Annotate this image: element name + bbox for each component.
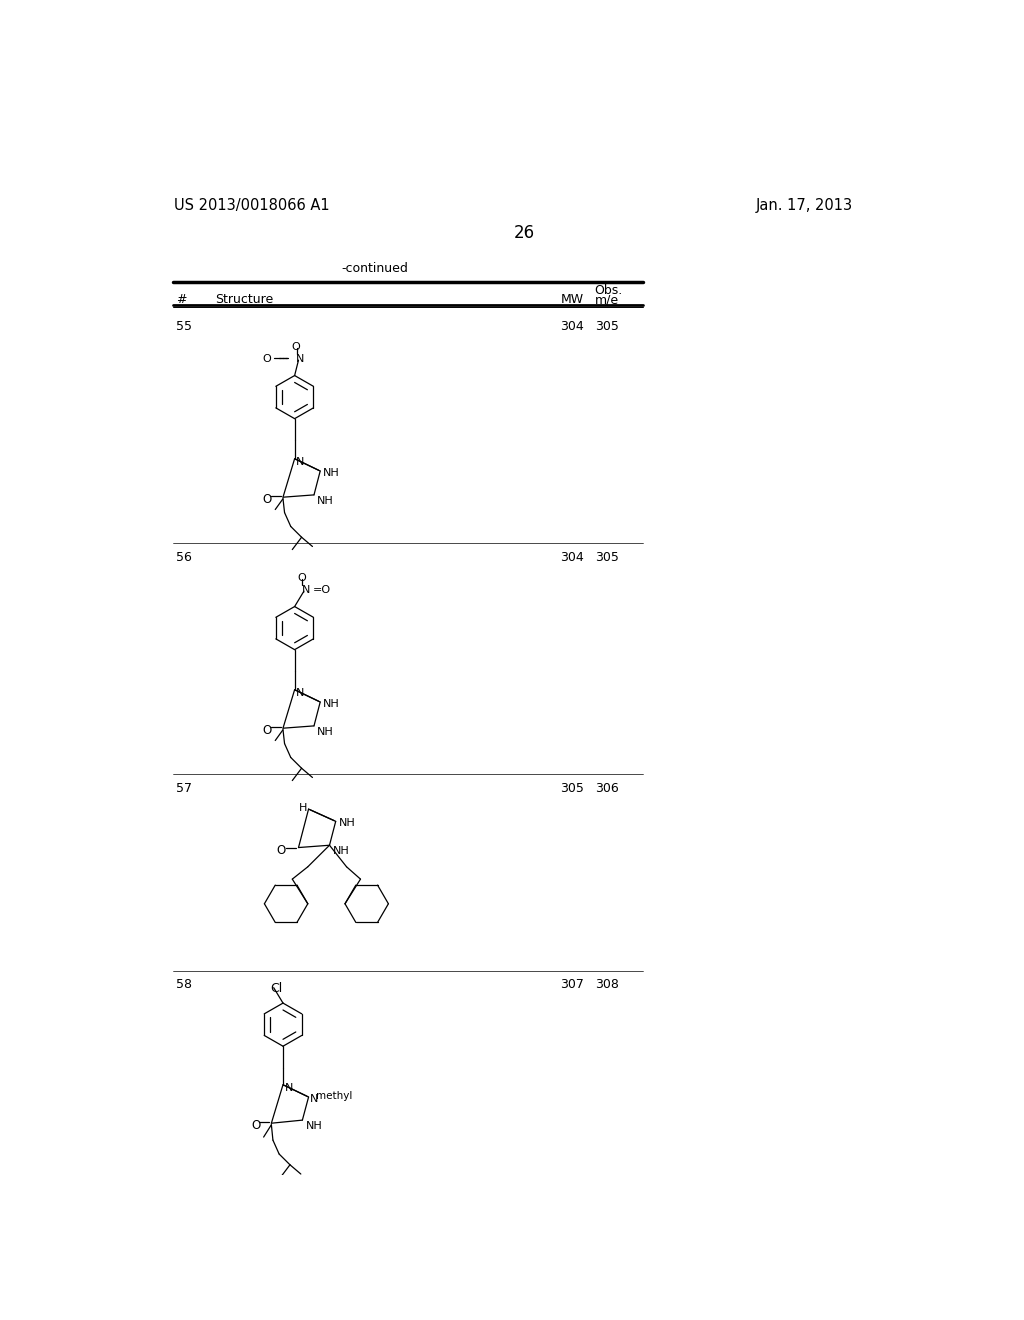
Text: N: N: [296, 688, 304, 698]
Text: Cl: Cl: [270, 982, 282, 995]
Text: 56: 56: [176, 552, 191, 564]
Text: NH: NH: [324, 469, 340, 478]
Text: m/e: m/e: [595, 293, 620, 306]
Text: O: O: [292, 342, 300, 351]
Text: O: O: [297, 573, 306, 582]
Text: #: #: [176, 293, 186, 306]
Text: 55: 55: [176, 321, 193, 333]
Text: 58: 58: [176, 978, 193, 991]
Text: N: N: [302, 585, 310, 595]
Text: 305: 305: [560, 781, 585, 795]
Text: methyl: methyl: [316, 1090, 352, 1101]
Text: NH: NH: [317, 496, 334, 506]
Text: 304: 304: [560, 552, 585, 564]
Text: O: O: [262, 354, 270, 364]
Text: MW: MW: [560, 293, 584, 306]
Text: Obs.: Obs.: [594, 284, 622, 297]
Text: 26: 26: [514, 224, 536, 242]
Text: Jan. 17, 2013: Jan. 17, 2013: [756, 198, 853, 214]
Text: 307: 307: [560, 978, 585, 991]
Text: O: O: [276, 843, 286, 857]
Text: H: H: [299, 803, 307, 813]
Text: 305: 305: [595, 552, 620, 564]
Text: O: O: [263, 725, 272, 738]
Text: NH: NH: [324, 700, 340, 709]
Text: =O: =O: [312, 585, 331, 595]
Text: NH: NH: [333, 846, 349, 855]
Text: 308: 308: [595, 978, 620, 991]
Text: O: O: [263, 494, 272, 507]
Text: -continued: -continued: [341, 263, 408, 276]
Text: NH: NH: [339, 818, 355, 828]
Text: 306: 306: [595, 781, 620, 795]
Text: N: N: [296, 457, 304, 467]
Text: N: N: [296, 354, 304, 364]
Text: O: O: [251, 1119, 260, 1133]
Text: NH: NH: [317, 726, 334, 737]
Text: 305: 305: [595, 321, 620, 333]
Text: N: N: [285, 1084, 293, 1093]
Text: Structure: Structure: [215, 293, 273, 306]
Text: NH: NH: [305, 1121, 323, 1131]
Text: N: N: [310, 1094, 318, 1104]
Text: 304: 304: [560, 321, 585, 333]
Text: 57: 57: [176, 781, 193, 795]
Text: US 2013/0018066 A1: US 2013/0018066 A1: [174, 198, 330, 214]
